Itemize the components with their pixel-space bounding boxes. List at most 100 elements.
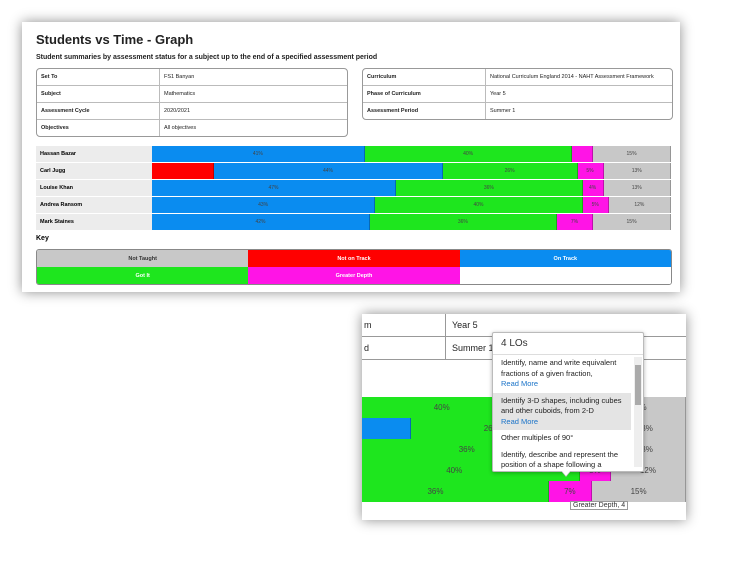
bar-segment xyxy=(152,163,215,179)
tooltip-items: Identify, name and write equivalent frac… xyxy=(493,355,631,470)
segment-label: 15% xyxy=(626,219,637,225)
segment-label: 5% xyxy=(586,168,594,174)
segment-label: 15% xyxy=(630,487,647,496)
student-name: Hassan Bazar xyxy=(36,146,152,162)
bar-segment: 13% xyxy=(603,180,671,196)
tooltip-item: Identify, describe and represent the pos… xyxy=(493,447,631,471)
bar-segment: 15% xyxy=(592,481,686,502)
segment-label: 7% xyxy=(570,219,579,225)
zoom-value: Summer 1 xyxy=(452,343,494,353)
bar-segment: 12% xyxy=(608,197,671,213)
hover-label: Greater Depth, 4 xyxy=(570,501,629,510)
bar-segment: 40% xyxy=(364,146,573,162)
bar-segment: 36% xyxy=(395,180,583,196)
segment-label: 40% xyxy=(463,151,474,157)
segment-label: 42% xyxy=(255,219,266,225)
stacked-bar: 41% 40% 15% xyxy=(152,146,671,162)
report-card: Students vs Time - Graph Student summari… xyxy=(22,22,680,292)
segment-label: 5% xyxy=(591,202,599,208)
bar-segment: 5% xyxy=(582,197,609,213)
bar-segment: 15% xyxy=(593,214,671,230)
detail-value: Summer 1 xyxy=(490,108,516,114)
bar-segment: 42% xyxy=(152,214,370,230)
bar-segment: 7% xyxy=(556,214,594,230)
segment-label: 13% xyxy=(631,185,642,191)
student-row: Mark Staines 42% 36% 7% 15% xyxy=(36,214,671,231)
bar-segment: 44% xyxy=(214,163,443,179)
key-item: Not on Track xyxy=(248,250,460,267)
detail-value: FS1 Banyan xyxy=(164,74,195,80)
student-name: Carl Jugg xyxy=(36,163,152,179)
detail-row: Subject Mathematics xyxy=(37,86,347,103)
segment-label: 26% xyxy=(484,424,500,433)
detail-label: Phase of Curriculum xyxy=(363,86,486,102)
segment-label: 36% xyxy=(483,185,494,191)
stacked-bar: 43% 40% 5% 12% xyxy=(152,197,671,213)
divider xyxy=(445,337,446,359)
key-item: Not Taught xyxy=(37,250,249,267)
bar-segment: 47% xyxy=(152,180,396,196)
segment-label: 26% xyxy=(504,168,515,174)
stacked-bar: 42%36%7%15% xyxy=(362,481,686,502)
segment-label: 40% xyxy=(446,466,463,475)
bar-segment: 5% xyxy=(577,163,604,179)
detail-row: Objectives All objectives xyxy=(37,120,347,136)
bar-segment: 15% xyxy=(593,146,671,162)
bar-segment: 13% xyxy=(603,163,671,179)
student-name: Mark Staines xyxy=(36,214,152,230)
bar-segment: 44% xyxy=(362,418,411,439)
segment-label: 47% xyxy=(268,185,279,191)
segment-label: 13% xyxy=(631,168,642,174)
segment-label: 41% xyxy=(252,151,263,157)
segment-label: 13% xyxy=(636,424,653,433)
segment-label: 40% xyxy=(473,202,484,208)
detail-label: Set To xyxy=(37,69,160,85)
detail-value: Mathematics xyxy=(164,91,196,97)
key-item: Greater Depth xyxy=(248,267,460,284)
zoom-label: d xyxy=(364,343,370,353)
segment-label: 43% xyxy=(258,202,269,208)
scroll-thumb[interactable] xyxy=(635,365,641,405)
bar-segment: 7% xyxy=(548,481,593,502)
segment-label: 13% xyxy=(636,445,653,454)
segment-label: 44% xyxy=(322,168,333,174)
segment-label: 40% xyxy=(433,403,450,412)
scrollbar[interactable] xyxy=(634,357,642,467)
detail-row: Assessment Period Summer 1 xyxy=(363,103,672,119)
tooltip-pointer xyxy=(561,470,571,476)
read-more[interactable]: Read More xyxy=(501,379,539,388)
stacked-bar: 47% 36% 4% 13% xyxy=(152,180,671,196)
zoom-value: Year 5 xyxy=(452,320,478,330)
detail-value: All objectives xyxy=(164,125,197,131)
detail-label: Objectives xyxy=(37,120,160,136)
bar-segment: 43% xyxy=(152,197,376,213)
student-row: Louise Khan 47% 36% 4% 13% xyxy=(36,180,671,197)
key-empty xyxy=(459,267,671,284)
details-left: Set To FS1 Banyan Subject Mathematics Assess… xyxy=(36,68,348,137)
student-bars: Hassan Bazar 41% 40% 15% Carl Jugg 44% 26% 5% 13… xyxy=(36,146,671,231)
student-name: Louise Khan xyxy=(36,180,152,196)
bar-segment: 4% xyxy=(582,180,604,196)
segment-label: 7% xyxy=(564,487,576,496)
detail-value: 2020/2021 xyxy=(164,108,190,114)
segment-label: 36% xyxy=(427,487,444,496)
detail-row: Set To FS1 Banyan xyxy=(37,69,347,86)
item-text: Identify, name and write equivalent frac… xyxy=(501,358,617,378)
bar-segment: 26% xyxy=(442,163,578,179)
tooltip-item: Other multiples of 90° xyxy=(493,430,631,447)
detail-label: Assessment Cycle xyxy=(37,103,160,119)
detail-label: Curriculum xyxy=(363,69,486,85)
item-text: Other multiples of 90° xyxy=(501,433,574,442)
detail-label: Subject xyxy=(37,86,160,102)
student-row: Andrea Ransom 43% 40% 5% 12% xyxy=(36,197,671,214)
details-right: Curriculum National Curriculum England 20… xyxy=(362,68,673,120)
read-more[interactable]: Read More xyxy=(501,416,539,426)
item-text: Identify 3-D shapes, including cubes and… xyxy=(501,395,622,416)
bar-segment xyxy=(572,146,594,162)
segment-label: 12% xyxy=(634,202,645,208)
divider xyxy=(445,314,446,336)
student-name: Andrea Ransom xyxy=(36,197,152,213)
detail-value: National Curriculum England 2014 - NAHT … xyxy=(490,74,654,80)
